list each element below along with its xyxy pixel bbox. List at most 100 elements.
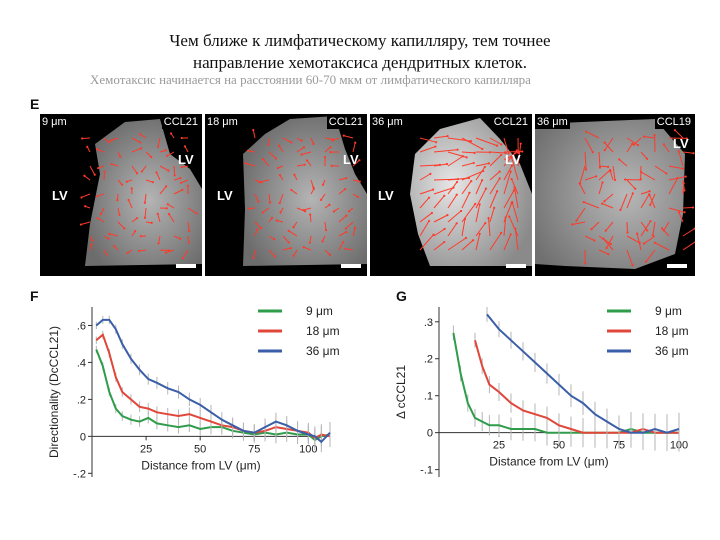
field-arrow: [252, 129, 256, 139]
field-arrow-head: [186, 184, 189, 187]
field-arrow: [433, 214, 448, 223]
field-arrow-head: [487, 216, 490, 220]
field-arrow-head: [312, 142, 315, 146]
field-arrow-head: [165, 207, 168, 210]
field-arrow: [159, 186, 167, 195]
field-arrow-head: [273, 255, 276, 258]
field-arrow: [111, 163, 119, 167]
field-arrow-head: [116, 199, 119, 202]
field-arrow-head: [613, 178, 617, 182]
legend-label: 9 μm: [655, 304, 682, 318]
field-arrow-head: [96, 195, 99, 198]
field-arrow: [173, 189, 183, 195]
field-arrow-head: [693, 227, 695, 230]
field-arrow: [144, 193, 147, 203]
field-arrow-head: [268, 201, 272, 204]
field-arrow-head: [473, 151, 476, 154]
field-arrow-head: [358, 180, 361, 183]
field-arrow: [303, 246, 312, 251]
field-arrow-head: [169, 132, 173, 135]
field-arrow-head: [624, 178, 627, 181]
field-arrow-head: [277, 144, 281, 147]
field-arrow: [173, 235, 181, 240]
field-arrow-head: [496, 190, 499, 193]
field-arrow-head: [509, 233, 512, 236]
field-arrow: [117, 221, 125, 229]
field-arrow: [419, 146, 436, 153]
field-arrow-head: [95, 148, 99, 151]
field-arrow-head: [97, 166, 100, 170]
field-arrow-head: [256, 228, 259, 231]
field-arrow: [268, 193, 271, 203]
field-arrow: [96, 193, 105, 197]
y-tick-label: .4: [77, 357, 86, 369]
field-arrow: [475, 166, 486, 181]
field-arrow-head: [107, 141, 110, 144]
field-arrow: [279, 193, 284, 204]
field-arrow: [648, 194, 656, 209]
field-arrow-head: [673, 129, 677, 132]
micro-3-lv-label-b: LV: [378, 188, 394, 203]
field-arrow: [598, 151, 601, 168]
field-arrow-head: [626, 231, 629, 234]
field-arrow-head: [252, 256, 255, 259]
field-arrow-head: [183, 145, 187, 148]
field-arrow-head: [138, 133, 142, 136]
field-arrow-head: [321, 240, 324, 243]
field-arrow-head: [431, 188, 435, 191]
field-arrow-head: [495, 144, 499, 147]
field-arrow-head: [140, 170, 144, 173]
field-arrow: [296, 146, 305, 153]
micro-image-4: 36 μm CCL19 LV: [535, 114, 695, 276]
field-arrow-head: [173, 174, 176, 177]
field-arrow-head: [103, 170, 106, 173]
field-arrow: [159, 165, 169, 172]
field-arrow-head: [135, 217, 139, 220]
field-arrow: [110, 137, 119, 142]
field-arrow-head: [665, 172, 668, 175]
y-tick-label: 0: [80, 431, 86, 443]
field-arrow-head: [261, 158, 265, 161]
field-arrow: [84, 175, 91, 181]
micro-1-distance: 9 μm: [40, 116, 69, 129]
field-arrow: [180, 179, 189, 184]
field-arrow: [145, 151, 152, 158]
field-arrow-head: [468, 191, 471, 194]
field-arrow-head: [93, 173, 96, 176]
field-arrow-head: [156, 212, 159, 215]
field-arrow-head: [302, 246, 305, 249]
field-arrow: [117, 207, 121, 215]
field-arrow-head: [649, 203, 652, 206]
field-arrow: [584, 175, 597, 181]
field-arrow-head: [593, 239, 596, 242]
field-arrow-head: [443, 194, 446, 197]
field-arrow-head: [84, 205, 87, 208]
field-arrow-head: [347, 210, 351, 213]
field-arrow-head: [509, 170, 512, 173]
field-arrow: [682, 183, 685, 195]
field-arrow-head: [107, 232, 111, 235]
field-arrow-head: [601, 202, 604, 205]
field-arrow: [682, 206, 694, 209]
panel-g-letter: G: [396, 288, 407, 304]
field-arrow: [636, 233, 642, 251]
field-arrow: [517, 143, 522, 167]
field-arrow-head: [290, 141, 293, 144]
field-arrow-head: [595, 175, 598, 178]
field-arrow: [511, 201, 519, 223]
field-arrow-head: [591, 151, 594, 154]
field-arrow-head: [511, 200, 514, 204]
micro-3-lv-label-a: LV: [505, 152, 521, 167]
micro-image-2: 18 μm CCL21 LV LV: [205, 114, 367, 276]
field-arrow: [620, 193, 628, 211]
field-arrow-head: [478, 203, 481, 206]
field-arrow-head: [508, 215, 511, 218]
field-arrow-head: [344, 227, 347, 230]
field-arrow-head: [80, 196, 83, 199]
field-arrow-head: [279, 211, 282, 214]
field-arrow-head: [487, 162, 491, 165]
field-arrow: [489, 154, 502, 167]
micro-3-distance: 36 μm: [370, 116, 405, 129]
field-arrow: [503, 234, 512, 251]
y-tick-label: -.1: [420, 465, 433, 477]
